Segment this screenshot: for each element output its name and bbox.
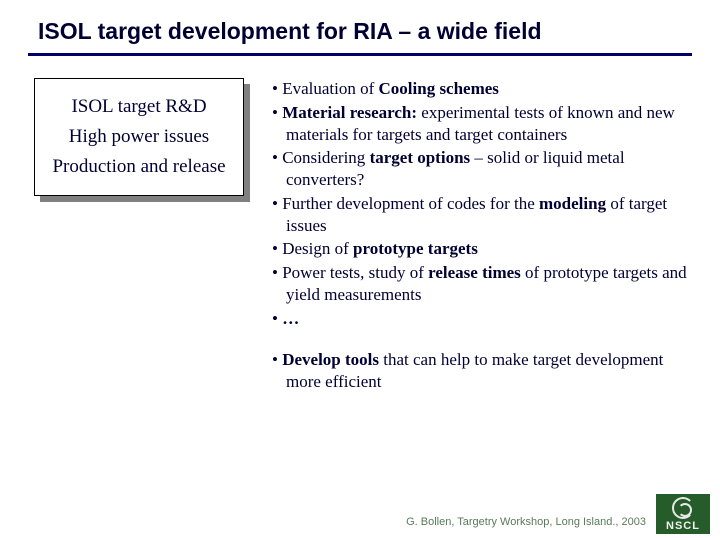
slide-title: ISOL target development for RIA – a wide… xyxy=(0,0,720,53)
bullet-text: Evaluation of xyxy=(282,79,378,98)
swirl-icon xyxy=(672,497,694,519)
nscl-logo: NSCL xyxy=(656,494,710,534)
right-column: Evaluation of Cooling schemes Material r… xyxy=(272,78,692,393)
box-line-2: High power issues xyxy=(69,126,209,148)
logo-text: NSCL xyxy=(666,520,700,532)
footer-text: G. Bollen, Targetry Workshop, Long Islan… xyxy=(406,516,646,528)
bullet-text: Power tests, study of xyxy=(282,263,428,282)
list-item: Evaluation of Cooling schemes xyxy=(272,78,692,100)
bullet-text: Further development of codes for the xyxy=(282,194,539,213)
list-item: … xyxy=(272,308,692,330)
final-bullet-list: Develop tools that can help to make targ… xyxy=(272,349,692,393)
list-item: Material research: experimental tests of… xyxy=(272,102,692,146)
bullet-bold: Develop tools xyxy=(282,350,379,369)
bullet-bold: modeling xyxy=(539,194,606,213)
bullet-bold: release times xyxy=(428,263,521,282)
callout-box: ISOL target R&D High power issues Produc… xyxy=(34,78,244,196)
list-item: Design of prototype targets xyxy=(272,238,692,260)
box-line-1: ISOL target R&D xyxy=(71,96,206,118)
bullet-list: Evaluation of Cooling schemes Material r… xyxy=(272,78,692,329)
bullet-bold: Material research: xyxy=(282,103,417,122)
bullet-text: Considering xyxy=(282,148,369,167)
content-area: ISOL target R&D High power issues Produc… xyxy=(0,56,720,393)
bullet-text: Design of xyxy=(282,239,353,258)
box-body: ISOL target R&D High power issues Produc… xyxy=(34,78,244,196)
left-column: ISOL target R&D High power issues Produc… xyxy=(34,78,272,393)
bullet-bold: prototype targets xyxy=(353,239,478,258)
bullet-bold: Cooling schemes xyxy=(379,79,499,98)
list-item: Further development of codes for the mod… xyxy=(272,193,692,237)
bullet-bold: … xyxy=(282,309,299,328)
list-item: Considering target options – solid or li… xyxy=(272,147,692,191)
list-item: Develop tools that can help to make targ… xyxy=(272,349,692,393)
list-item: Power tests, study of release times of p… xyxy=(272,262,692,306)
bullet-bold: target options xyxy=(370,148,471,167)
box-line-3: Production and release xyxy=(52,156,225,178)
